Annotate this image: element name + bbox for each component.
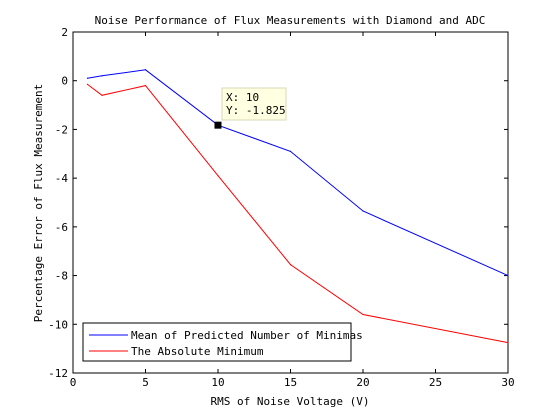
y-tick-label: 0 bbox=[61, 75, 68, 88]
y-tick-label: -8 bbox=[55, 270, 68, 283]
datatip-y-label: Y: -1.825 bbox=[226, 104, 286, 117]
x-tick-label: 0 bbox=[70, 376, 77, 389]
data-point bbox=[217, 175, 219, 177]
y-tick-label: -6 bbox=[55, 221, 68, 234]
y-tick-label: 2 bbox=[61, 26, 68, 39]
legend-box bbox=[82, 322, 352, 362]
x-tick-label: 15 bbox=[284, 376, 297, 389]
y-axis-label: Percentage Error of Flux Measurement bbox=[32, 84, 45, 322]
datatip-marker[interactable] bbox=[214, 121, 222, 129]
data-point bbox=[362, 210, 364, 212]
x-tick-label: 10 bbox=[211, 376, 224, 389]
data-point bbox=[507, 274, 509, 277]
datatip-x-label: X: 10 bbox=[226, 91, 259, 104]
y-tick-label: -2 bbox=[55, 123, 68, 136]
y-tick-label: -12 bbox=[48, 367, 68, 380]
x-axis-label: RMS of Noise Voltage (V) bbox=[211, 395, 370, 408]
x-tick-label: 30 bbox=[501, 376, 514, 389]
data-point bbox=[101, 94, 103, 96]
x-tick-label: 20 bbox=[356, 376, 369, 389]
datatip-box bbox=[221, 87, 287, 121]
datatip: X: 10 Y: -1.825 bbox=[214, 87, 287, 129]
legend-label-absolute-minimum: The Absolute Minimum bbox=[131, 345, 264, 358]
data-point bbox=[289, 150, 292, 152]
y-tick-label: -10 bbox=[48, 318, 68, 331]
data-point bbox=[362, 313, 364, 316]
legend-label-mean: Mean of Predicted Number of Minimas bbox=[131, 329, 363, 342]
x-tick-label: 5 bbox=[142, 376, 149, 389]
data-point bbox=[144, 69, 147, 71]
y-tick-label: -4 bbox=[55, 172, 69, 185]
data-point bbox=[289, 264, 292, 266]
plot-area bbox=[72, 31, 509, 374]
x-tick-label: 25 bbox=[429, 376, 442, 389]
legend: Mean of Predicted Number of Minimas The … bbox=[82, 322, 363, 362]
data-point bbox=[86, 83, 89, 85]
data-point bbox=[101, 75, 103, 77]
data-point bbox=[144, 84, 147, 87]
chart-title: Noise Performance of Flux Measurements w… bbox=[95, 14, 486, 27]
data-point bbox=[86, 77, 89, 79]
data-point bbox=[507, 341, 509, 344]
